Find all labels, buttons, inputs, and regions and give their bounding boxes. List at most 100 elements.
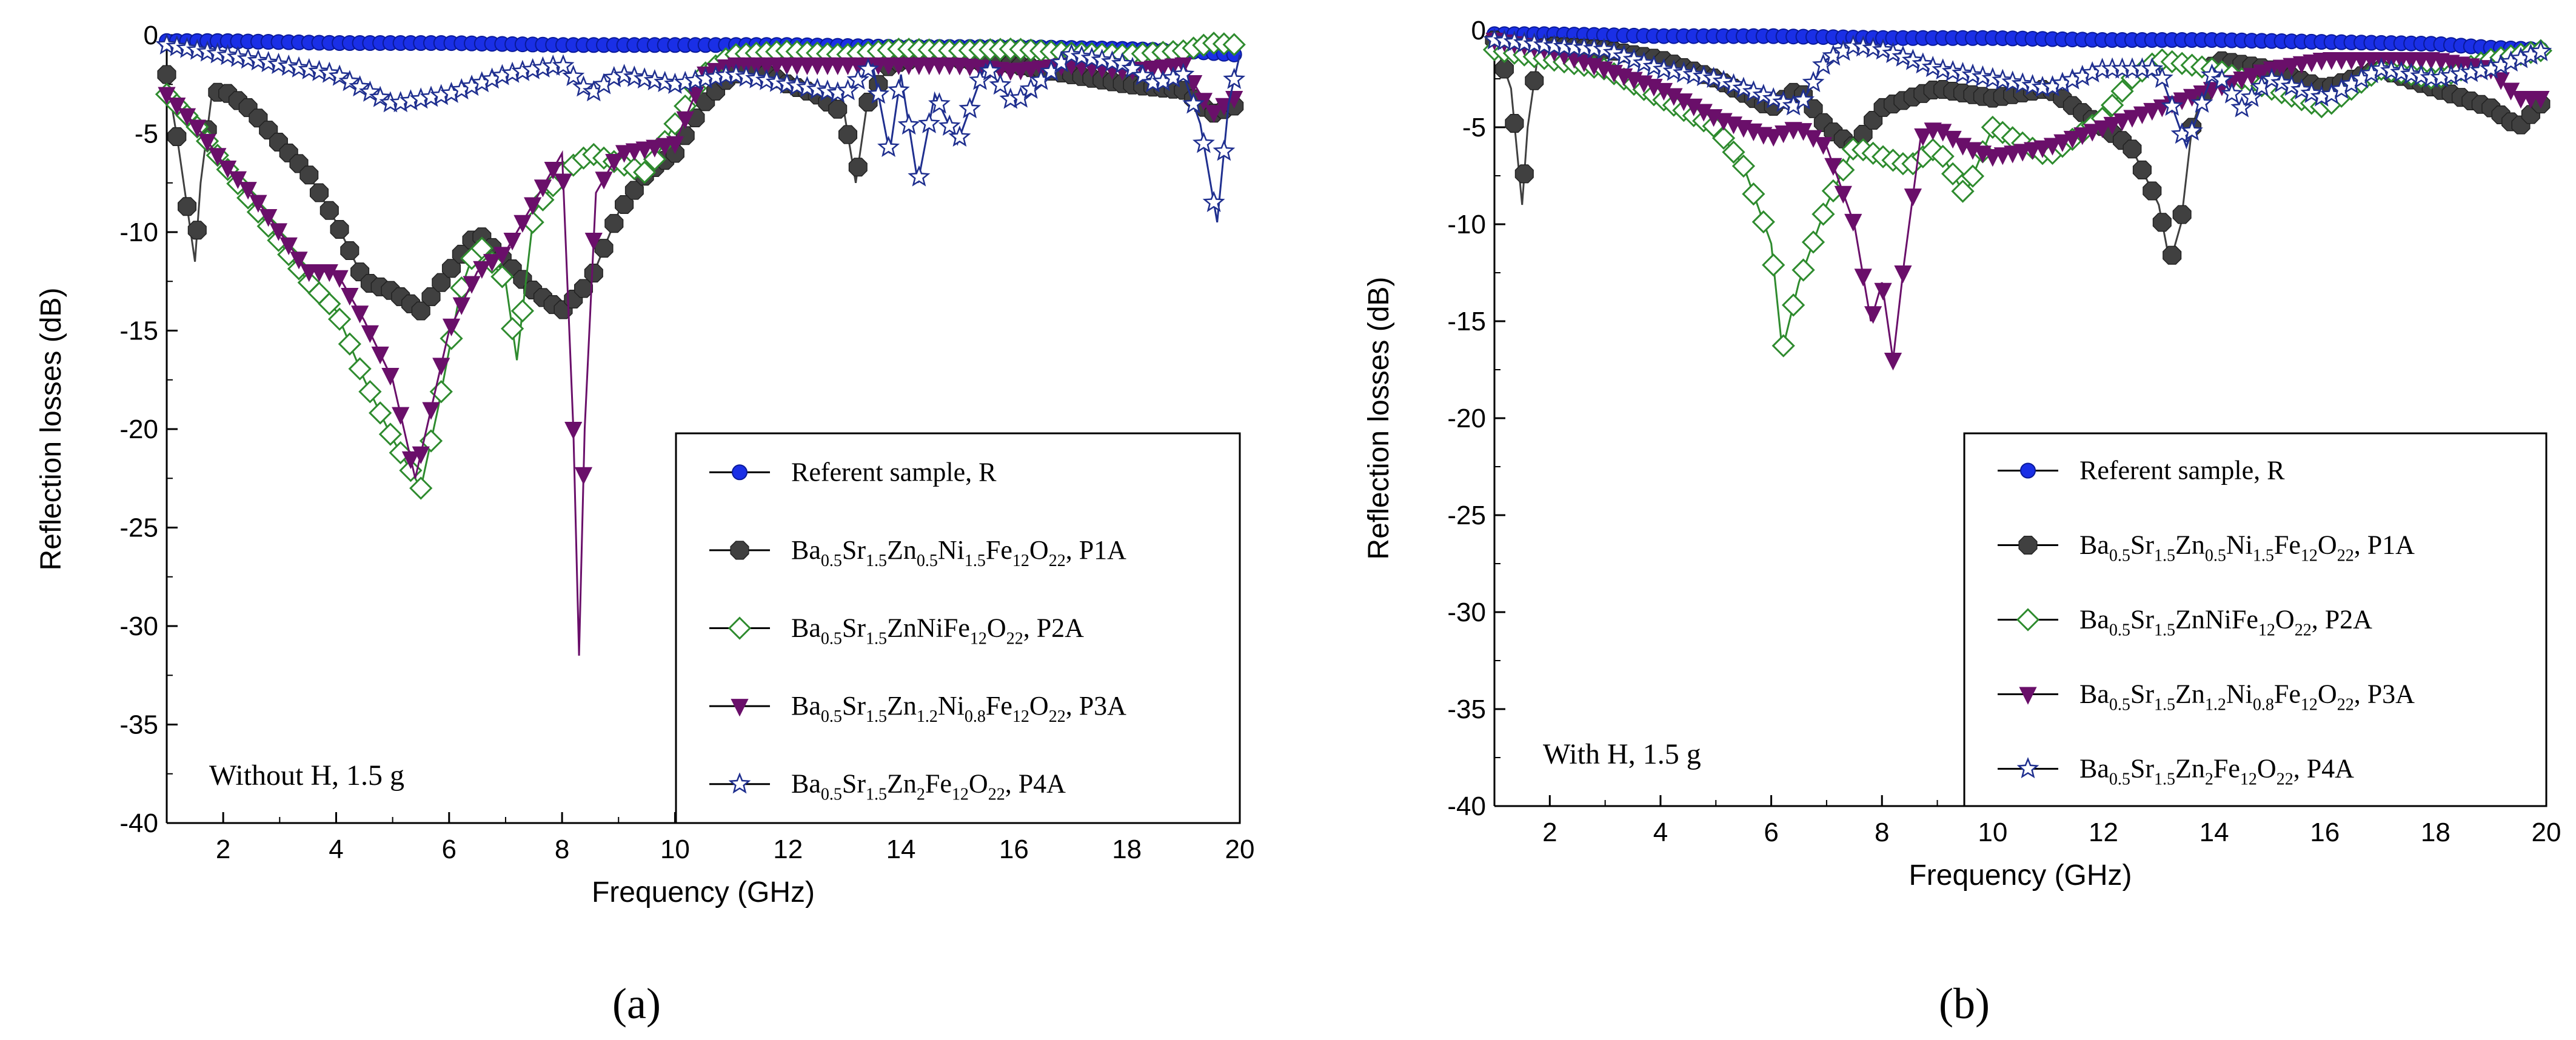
legend-label-p4a: Ba0.5Sr1.5Zn2Fe12O22, P4A [2079,754,2354,789]
data-point [2143,102,2161,121]
data-point [287,56,310,78]
data-point [463,276,481,294]
legend-marker-p4a [2016,757,2039,779]
data-point [319,201,339,220]
legend-label-part: 12 [2301,696,2318,715]
data-point [1824,158,1842,176]
data-point [157,65,176,84]
data-point [290,252,308,270]
data-point [236,47,259,69]
data-point [1613,44,1636,66]
legend-label-part: Fe [2213,754,2240,784]
data-point [168,98,186,116]
data-point [1764,128,1782,147]
data-point [349,75,372,97]
data-point [755,68,778,90]
data-point [1091,48,1114,70]
data-point [623,65,646,87]
data-point [1742,80,1765,102]
data-point [643,147,667,171]
data-point [257,51,280,73]
data-point [409,476,433,500]
data-point [2110,79,2134,103]
data-point [1894,265,1912,284]
legend-label-part: O [2275,605,2295,635]
data-point [2292,56,2311,74]
legend-label-p2a: Ba0.5Sr1.5ZnNiFe12O22, P2A [2079,605,2372,640]
x-tick-label: 16 [2310,818,2340,847]
data-point [2113,113,2132,132]
legend-label-part: 22 [1049,552,1066,570]
data-point [1781,293,1805,317]
data-point [187,221,207,240]
legend-marker-p3a [731,699,749,717]
data-point [958,97,982,119]
data-point [1143,61,1162,79]
legend-label-part: Fe [986,535,1012,565]
panel-label: (a) [612,979,661,1028]
data-point [178,197,197,216]
legend-marker-p3a [2019,687,2037,705]
legend-label-part: Ni [2226,679,2253,709]
legend-label-part: 22 [2277,770,2293,789]
data-point [775,72,798,94]
data-point [2290,78,2313,100]
data-point [1892,45,1915,67]
y-tick-label: -25 [119,513,158,543]
y-tick-label: -35 [119,710,158,740]
data-point [1022,61,1040,79]
legend-label-p1a: Ba0.5Sr1.5Zn0.5Ni1.5Fe12O22, P1A [2079,530,2415,565]
legend-label-part: 0.5 [821,552,842,570]
data-point [1525,71,1544,90]
data-point [1213,139,1236,161]
data-point [442,318,461,336]
data-point [646,139,664,158]
data-point [562,64,585,86]
legend-label-part: 22 [988,785,1005,804]
series-p1a [157,45,1244,321]
data-point [1593,38,1616,59]
y-tick-label: 0 [1471,16,1486,45]
legend-label-part: 0.5 [821,630,842,648]
data-point [625,143,643,161]
data-point [2132,160,2152,179]
legend-label-part: 22 [1049,707,1066,726]
data-point [656,138,674,156]
data-point [2210,68,2233,90]
data-point [1775,125,1793,144]
legend-label-part: Ba [791,691,821,721]
x-tick-label: 2 [216,835,230,864]
legend-label-part: O [2318,530,2337,560]
legend-label-part: 0.8 [965,707,986,726]
legend-label-part: 0.5 [821,785,842,804]
data-point [1731,154,1756,178]
y-tick-label: -40 [119,808,158,838]
legend-label-part: 0.5 [2109,770,2130,789]
data-point [1834,185,1852,204]
chart-panel-b: 0-5-10-15-20-25-30-35-402 4 6 8 10 12 14 16 18 20… [1363,16,2561,1028]
data-point [2043,138,2062,156]
data-point [1854,268,1872,287]
data-point [1505,114,1524,133]
data-point [605,154,623,172]
data-point [1222,33,1246,56]
data-point [2100,93,2124,117]
data-point [338,70,361,92]
legend-label-part: , P3A [1066,691,1126,721]
legend-label-part: 22 [2337,547,2354,565]
data-point [2093,120,2112,138]
y-axis-label: Reflection losses (dB) [1363,277,1395,560]
data-point [2033,140,2052,158]
legend-label-part: 12 [970,630,987,648]
y-tick-label: -10 [119,218,158,247]
data-point [724,63,748,85]
data-point [1712,70,1735,92]
legend-label-part: 12 [2301,547,2318,565]
data-point [897,113,920,135]
x-tick-label: 4 [329,835,343,864]
data-point [1961,164,1985,188]
x-tick-label: 20 [2532,818,2561,847]
data-point [1814,137,1833,155]
data-point [2260,67,2283,89]
data-point [401,451,420,469]
